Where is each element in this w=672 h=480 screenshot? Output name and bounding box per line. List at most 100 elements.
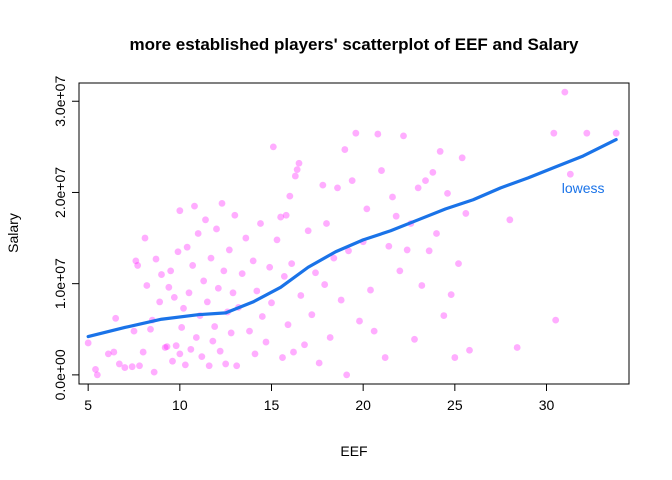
data-point [242,234,250,242]
data-point [194,230,202,237]
data-point [330,254,338,262]
data-point [345,247,352,255]
data-point [363,205,371,213]
data-point [205,362,213,370]
data-point [93,371,101,379]
data-point [295,159,303,167]
data-point [115,360,123,368]
lowess-annotation: lowess [562,180,605,196]
x-tick-label: 25 [447,397,463,413]
x-tick-label: 5 [84,397,92,413]
data-point [411,335,418,343]
data-point [583,129,591,137]
data-point [130,327,138,335]
data-point [218,200,226,207]
data-point [337,296,345,304]
data-point [389,193,396,201]
data-point [561,88,569,96]
data-point [246,327,253,335]
x-tick-label: 30 [539,397,555,413]
data-point [192,334,200,341]
data-point [233,362,241,370]
data-point [152,255,160,263]
data-point [374,130,382,138]
data-point [308,311,316,319]
data-point [110,348,118,356]
data-point [163,343,171,351]
data-point [304,227,312,235]
data-point [425,247,433,255]
data-point [134,262,142,269]
data-point [257,220,264,227]
data-point [172,342,180,350]
data-point [290,348,297,356]
data-point [352,129,360,137]
data-point [84,339,92,347]
data-point [176,350,184,358]
data-point [343,371,351,379]
data-point [141,234,149,242]
data-point [203,298,211,306]
data-point [132,257,140,265]
data-point [167,267,175,275]
data-point [187,345,195,353]
x-axis: 5 10 15 20 25 30 [84,383,555,413]
data-point [92,366,99,373]
lowess-curve-layer [86,137,618,339]
y-axis-label: Salary [5,213,21,253]
y-tick-label: 1.0e+07 [52,258,68,309]
data-point [174,248,182,256]
data-point [266,263,274,271]
data-point [385,242,393,250]
data-point [220,267,228,275]
data-point [169,357,176,365]
data-point [147,325,154,333]
data-point [161,344,169,351]
data-point [513,344,521,351]
data-point [291,172,299,180]
data-point [216,347,224,355]
data-point [392,212,400,220]
data-point [429,168,437,176]
data-point [321,281,329,288]
data-point [381,354,389,361]
data-point [253,287,261,295]
data-point [158,271,165,278]
data-point [200,277,208,285]
data-point [612,129,620,137]
data-point [282,211,290,219]
data-point [277,213,285,221]
data-point [150,368,158,376]
data-point [436,148,444,155]
data-point [225,246,233,254]
data-point [414,184,422,192]
data-point [181,361,189,369]
data-point [268,299,275,307]
data-point [198,353,206,361]
data-point [334,184,341,192]
data-point [403,246,411,254]
y-axis: 0.0e+00 1.0e+07 2.0e+07 3.0e+07 [52,76,80,400]
data-point [279,354,286,361]
data-point [284,321,292,329]
data-point [550,129,558,137]
x-axis-label: EEF [340,443,367,459]
data-point [207,254,215,262]
data-point [315,359,323,367]
y-tick-label: 3.0e+07 [52,76,68,127]
data-point [180,304,187,312]
data-point [269,143,277,151]
data-point [238,270,246,278]
data-point [258,313,266,320]
data-point [213,225,220,233]
data-point [249,257,257,265]
data-point [341,146,349,153]
y-tick-label: 2.0e+07 [52,167,68,218]
data-point [143,282,151,289]
data-point [189,262,197,269]
data-point [251,350,259,358]
data-point [229,289,237,297]
data-point [297,292,305,299]
data-point [273,236,281,244]
data-point [136,362,143,370]
